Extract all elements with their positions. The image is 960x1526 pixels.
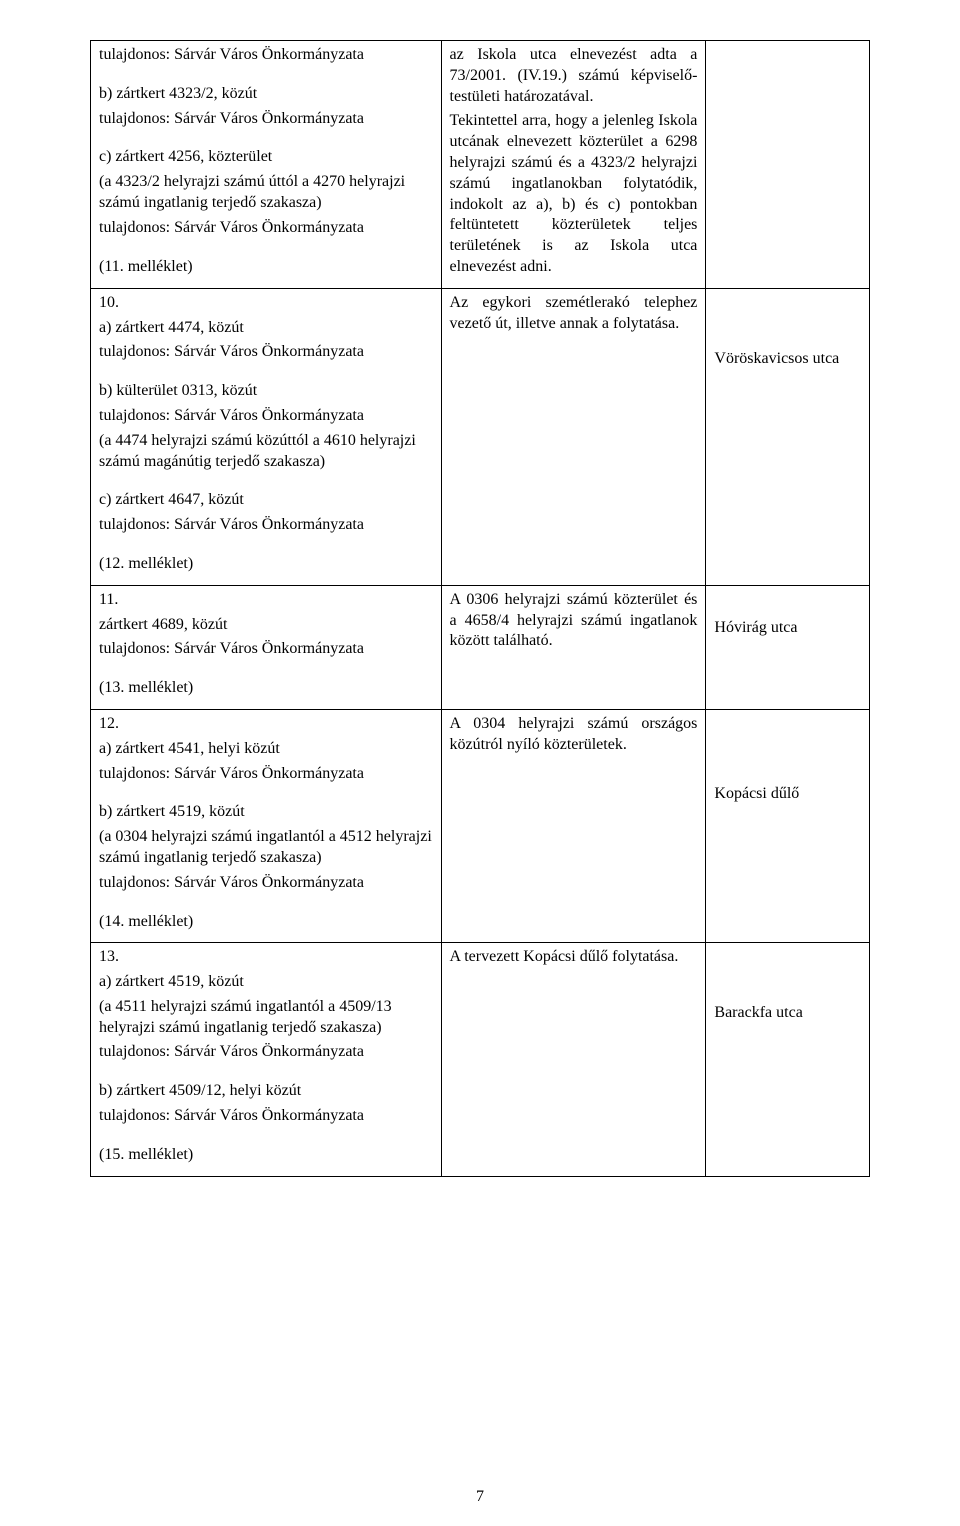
table-row: 10. a) zártkert 4474, közút tulajdonos: Sá… [91,288,870,585]
text-line: (14. melléklet) [99,912,433,933]
text-line: (11. melléklet) [99,257,433,278]
text-line: tulajdonos: Sárvár Város Önkormányzata [99,1042,433,1063]
table-cell: Barackfa utca [706,943,870,1176]
blank-line [714,293,861,307]
text-line: Az egykori szemétlerakó telephez vezető … [450,293,698,335]
blank-line [714,45,861,59]
blank-line [99,1067,433,1081]
text-line: a) zártkert 4541, helyi közút [99,739,433,760]
table-cell: 10. a) zártkert 4474, közút tulajdonos: Sá… [91,288,442,585]
table-row: 12. a) zártkert 4541, helyi közút tulajdon… [91,709,870,942]
blank-line [99,476,433,490]
table-cell: A 0306 helyrajzi számú közterület és a 4… [441,585,706,709]
text-line: a) zártkert 4519, közút [99,972,433,993]
blank-line [714,989,861,1003]
blank-line [99,898,433,912]
blank-line [99,243,433,257]
text-line: tulajdonos: Sárvár Város Önkormányzata [99,45,433,66]
table-row: 13. a) zártkert 4519, közút (a 4511 helyra… [91,943,870,1176]
text-line: b) zártkert 4519, közút [99,802,433,823]
table-cell: tulajdonos: Sárvár Város Önkormányzata b)… [91,41,442,289]
text-line: 12. [99,714,433,735]
blank-line [714,756,861,770]
table-cell: 13. a) zártkert 4519, közút (a 4511 helyra… [91,943,442,1176]
blank-line [99,1131,433,1145]
blank-line [714,961,861,975]
text-line: tulajdonos: Sárvár Város Önkormányzata [99,639,433,660]
blank-line [714,975,861,989]
table-cell: 12. a) zártkert 4541, helyi közút tulajdon… [91,709,442,942]
blank-line [714,728,861,742]
text-line: Hóvirág utca [714,618,861,639]
text-line: a) zártkert 4474, közút [99,318,433,339]
text-line: Barackfa utca [714,1003,861,1024]
text-line: tulajdonos: Sárvár Város Önkormányzata [99,515,433,536]
text-line: tulajdonos: Sárvár Város Önkormányzata [99,342,433,363]
text-line: tulajdonos: Sárvár Város Önkormányzata [99,406,433,427]
text-line: 10. [99,293,433,314]
blank-line [99,367,433,381]
blank-line [714,742,861,756]
text-line: tulajdonos: Sárvár Város Önkormányzata [99,218,433,239]
table-cell: az Iskola utca elnevezést adta a 73/2001… [441,41,706,289]
text-line: tulajdonos: Sárvár Város Önkormányzata [99,109,433,130]
blank-line [714,307,861,321]
blank-line [714,590,861,604]
blank-line [714,947,861,961]
text-line: b) zártkert 4323/2, közút [99,84,433,105]
text-line: 11. [99,590,433,611]
table-cell: Az egykori szemétlerakó telephez vezető … [441,288,706,585]
text-line: A 0304 helyrajzi számú országos közútról… [450,714,698,756]
text-line: A tervezett Kopácsi dűlő folytatása. [450,947,698,968]
text-line: zártkert 4689, közút [99,615,433,636]
text-line: (12. melléklet) [99,554,433,575]
text-line: (a 0304 helyrajzi számú ingatlantól a 45… [99,827,433,869]
text-line: Tekintettel arra, hogy a jelenleg Iskola… [450,111,698,277]
blank-line [714,335,861,349]
table-cell: A tervezett Kopácsi dűlő folytatása. [441,943,706,1176]
page-number: 7 [0,1488,960,1506]
blank-line [99,664,433,678]
table-cell: A 0304 helyrajzi számú országos közútról… [441,709,706,942]
table-cell: Hóvirág utca [706,585,870,709]
text-line: c) zártkert 4647, közút [99,490,433,511]
blank-line [99,70,433,84]
text-line: b) zártkert 4509/12, helyi közút [99,1081,433,1102]
blank-line [99,133,433,147]
text-line: c) zártkert 4256, közterület [99,147,433,168]
text-line: tulajdonos: Sárvár Város Önkormányzata [99,764,433,785]
table-row: tulajdonos: Sárvár Város Önkormányzata b)… [91,41,870,289]
blank-line [714,714,861,728]
table-cell: Vöröskavicsos utca [706,288,870,585]
text-line: b) külterület 0313, közút [99,381,433,402]
blank-line [99,540,433,554]
text-line: 13. [99,947,433,968]
text-line: (15. melléklet) [99,1145,433,1166]
blank-line [99,788,433,802]
text-line: (13. melléklet) [99,678,433,699]
text-line: (a 4511 helyrajzi számú ingatlantól a 45… [99,997,433,1039]
text-line: tulajdonos: Sárvár Város Önkormányzata [99,1106,433,1127]
blank-line [714,321,861,335]
table-cell: 11. zártkert 4689, közút tulajdonos: Sárvá… [91,585,442,709]
table-body: tulajdonos: Sárvár Város Önkormányzata b)… [91,41,870,1177]
table-cell: Kopácsi dűlő [706,709,870,942]
text-line: A 0306 helyrajzi számú közterület és a 4… [450,590,698,652]
text-line: tulajdonos: Sárvár Város Önkormányzata [99,873,433,894]
blank-line [714,770,861,784]
page: tulajdonos: Sárvár Város Önkormányzata b)… [0,0,960,1526]
table-row: 11. zártkert 4689, közút tulajdonos: Sárvá… [91,585,870,709]
document-table: tulajdonos: Sárvár Város Önkormányzata b)… [90,40,870,1177]
text-line: az Iskola utca elnevezést adta a 73/2001… [450,45,698,107]
text-line: Kopácsi dűlő [714,784,861,805]
text-line: Vöröskavicsos utca [714,349,861,370]
table-cell [706,41,870,289]
text-line: (a 4323/2 helyrajzi számú úttól a 4270 h… [99,172,433,214]
text-line: (a 4474 helyrajzi számú közúttól a 4610 … [99,431,433,473]
blank-line [714,604,861,618]
